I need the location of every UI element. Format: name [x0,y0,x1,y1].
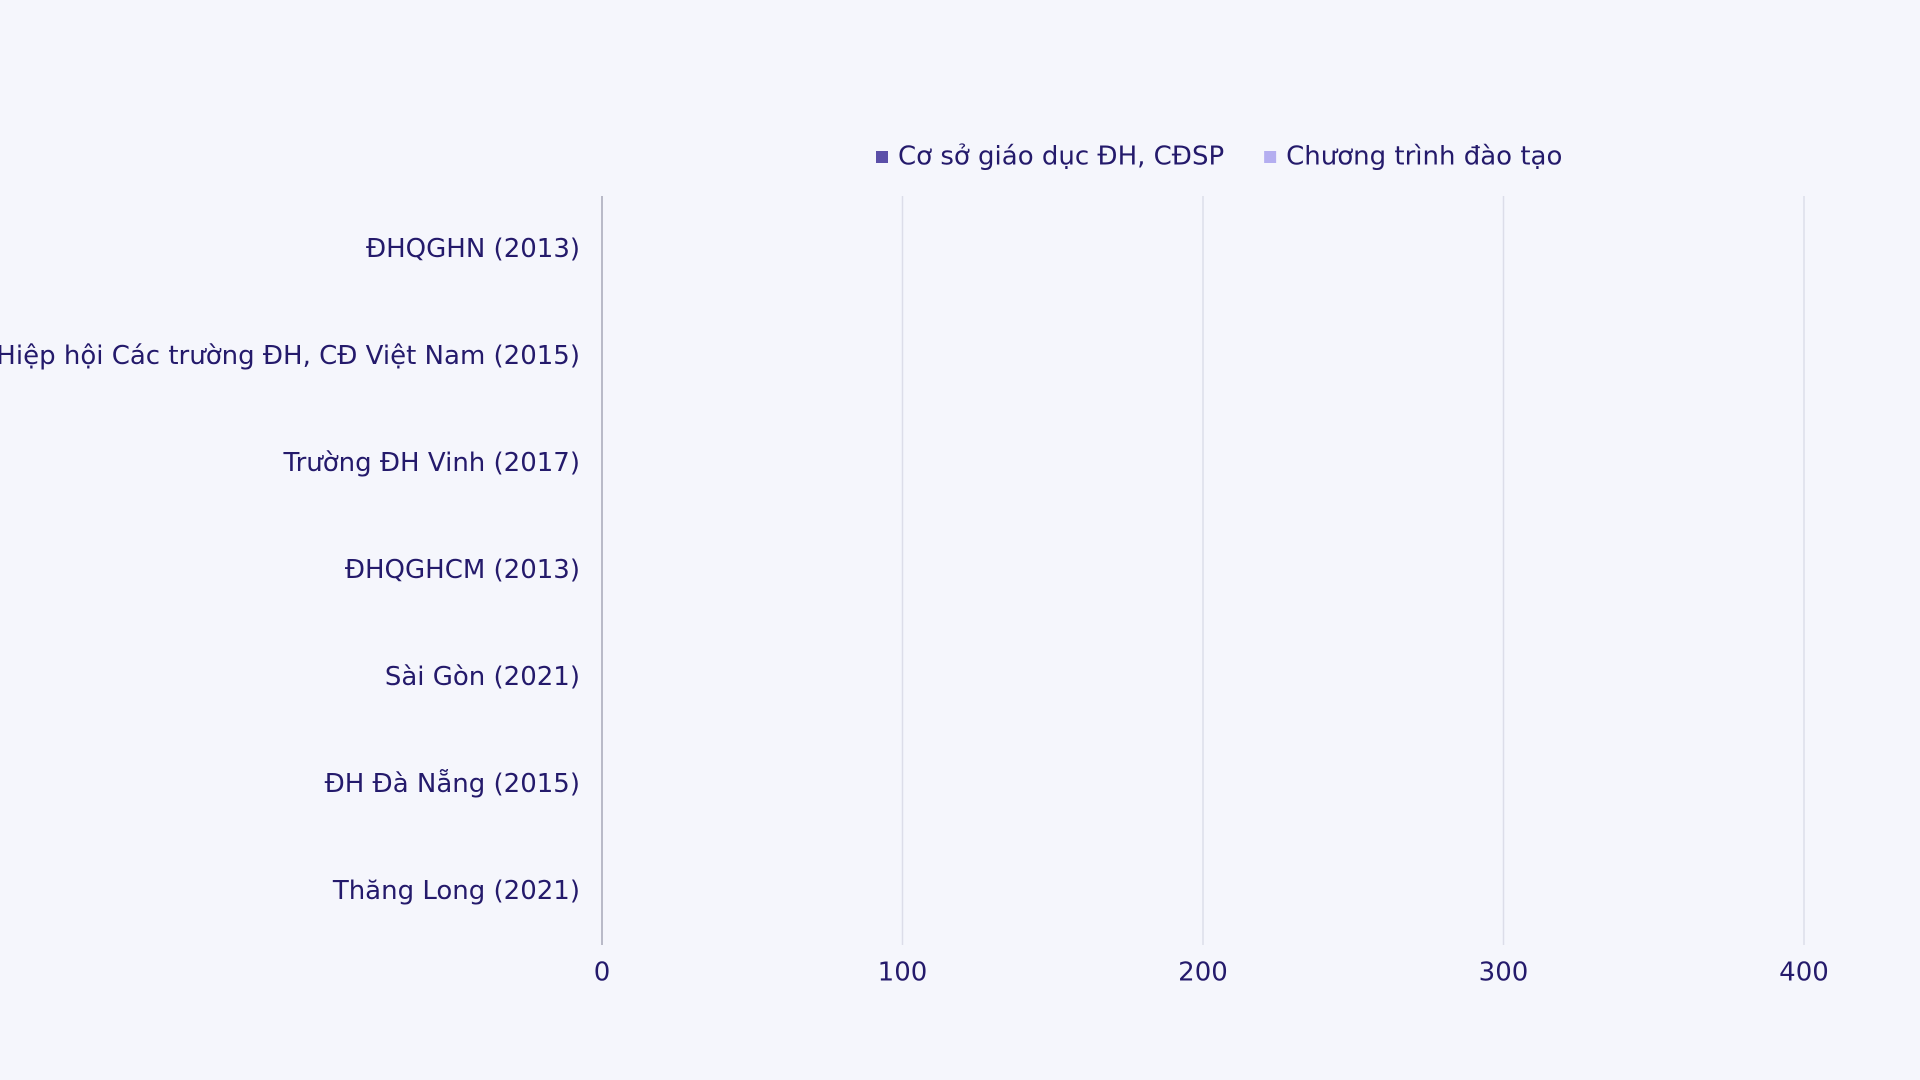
x-tick-label: 100 [878,958,928,988]
y-tick-label: ĐH Đà Nẵng (2015) [325,768,580,799]
y-tick-label: Sài Gòn (2021) [385,662,580,692]
legend-label: Chương trình đào tạo [1286,142,1562,172]
y-tick-label: ĐHQGHCM (2013) [345,555,580,585]
x-tick-label: 400 [1779,958,1829,988]
x-tick-label: 300 [1479,958,1529,988]
legend-swatch [1264,151,1277,163]
y-tick-label: Hiệp hội Các trường ĐH, CĐ Việt Nam (201… [0,341,580,371]
x-tick-label: 200 [1178,958,1228,988]
legend-swatch [876,151,888,163]
legend-label: Cơ sở giáo dục ĐH, CĐSP [898,142,1224,172]
y-tick-label: Trường ĐH Vinh (2017) [283,448,580,478]
x-tick-label: 0 [594,958,611,988]
y-tick-label: Thăng Long (2021) [332,876,580,906]
y-tick-label: ĐHQGHN (2013) [366,234,580,264]
